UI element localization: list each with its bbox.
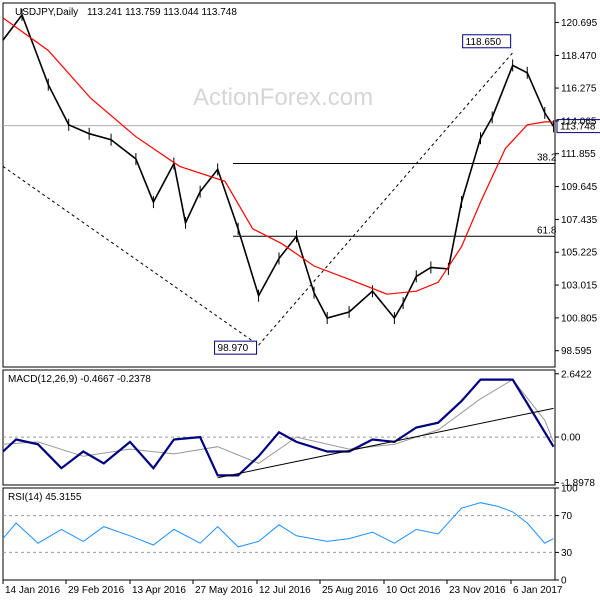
y-tick-label: 100.805 — [561, 313, 598, 324]
price-panel-frame — [2, 2, 556, 368]
price-annotation-label: 118.650 — [466, 37, 502, 48]
rsi-panel-frame — [2, 487, 556, 581]
macd-panel-frame — [2, 369, 556, 486]
x-tick-label: 14 Jan 2016 — [5, 585, 60, 596]
macd-panel-title: MACD(12,26,9) -0.4667 -0.2378 — [8, 374, 151, 385]
y-tick-label: 105.225 — [561, 248, 598, 259]
moving-average-line — [2, 17, 554, 295]
price-panel-title: USDJPY,Daily 113.241 113.759 113.044 113… — [15, 7, 237, 18]
fib-level-label: 38.2 — [537, 152, 557, 163]
price-annotation-label: 98.970 — [218, 343, 249, 354]
price-series — [2, 13, 555, 320]
y-tick-label: 118.470 — [561, 51, 597, 62]
dashed-trendline-down — [2, 166, 259, 346]
y-tick-label: 107.435 — [561, 215, 598, 226]
y-tick-label: 100 — [561, 484, 578, 495]
y-tick-label: 70 — [561, 511, 573, 522]
rsi-panel-title: RSI(14) 45.3155 — [8, 492, 82, 503]
symbol-label: USDJPY,Daily — [15, 7, 78, 18]
y-tick-label: 116.275 — [561, 84, 597, 95]
watermark: ActionForex.com — [193, 84, 373, 111]
x-tick-label: 12 Jul 2016 — [259, 585, 311, 596]
y-tick-label: 0.00 — [561, 433, 581, 444]
macd-line — [2, 378, 555, 477]
y-tick-label: 30 — [561, 548, 573, 559]
y-tick-label: 114.065 — [561, 116, 597, 127]
x-tick-label: 25 Aug 2016 — [322, 585, 379, 596]
rsi-line — [2, 502, 554, 548]
price-annotation-box — [214, 340, 258, 355]
current-price-box — [556, 119, 600, 134]
x-tick-label: 6 Jan 2017 — [513, 585, 563, 596]
y-tick-label: 0 — [561, 576, 567, 587]
x-tick-label: 23 Nov 2016 — [449, 585, 506, 596]
x-tick-label: 27 May 2016 — [195, 585, 253, 596]
ohlc-values: 113.241 113.759 113.044 113.748 — [87, 7, 237, 18]
x-tick-label: 10 Oct 2016 — [386, 585, 441, 596]
y-tick-label: 109.645 — [561, 182, 598, 193]
x-tick-label: 13 Apr 2016 — [132, 585, 186, 596]
dashed-trendline-up — [258, 52, 514, 346]
y-tick-label: 111.855 — [561, 149, 596, 160]
y-tick-label: 98.595 — [561, 346, 592, 357]
y-tick-label: 120.695 — [561, 18, 598, 29]
y-tick-label: 2.6422 — [561, 369, 592, 380]
current-price-label: 113.748 — [560, 122, 596, 133]
x-tick-label: 29 Feb 2016 — [68, 585, 125, 596]
y-tick-label: -1.8978 — [561, 478, 595, 489]
y-tick-label: 103.015 — [561, 281, 598, 292]
fib-level-label: 61.8 — [537, 225, 557, 236]
price-annotation-box — [462, 34, 512, 49]
macd-trendline — [217, 407, 554, 479]
macd-signal-line — [2, 378, 554, 464]
